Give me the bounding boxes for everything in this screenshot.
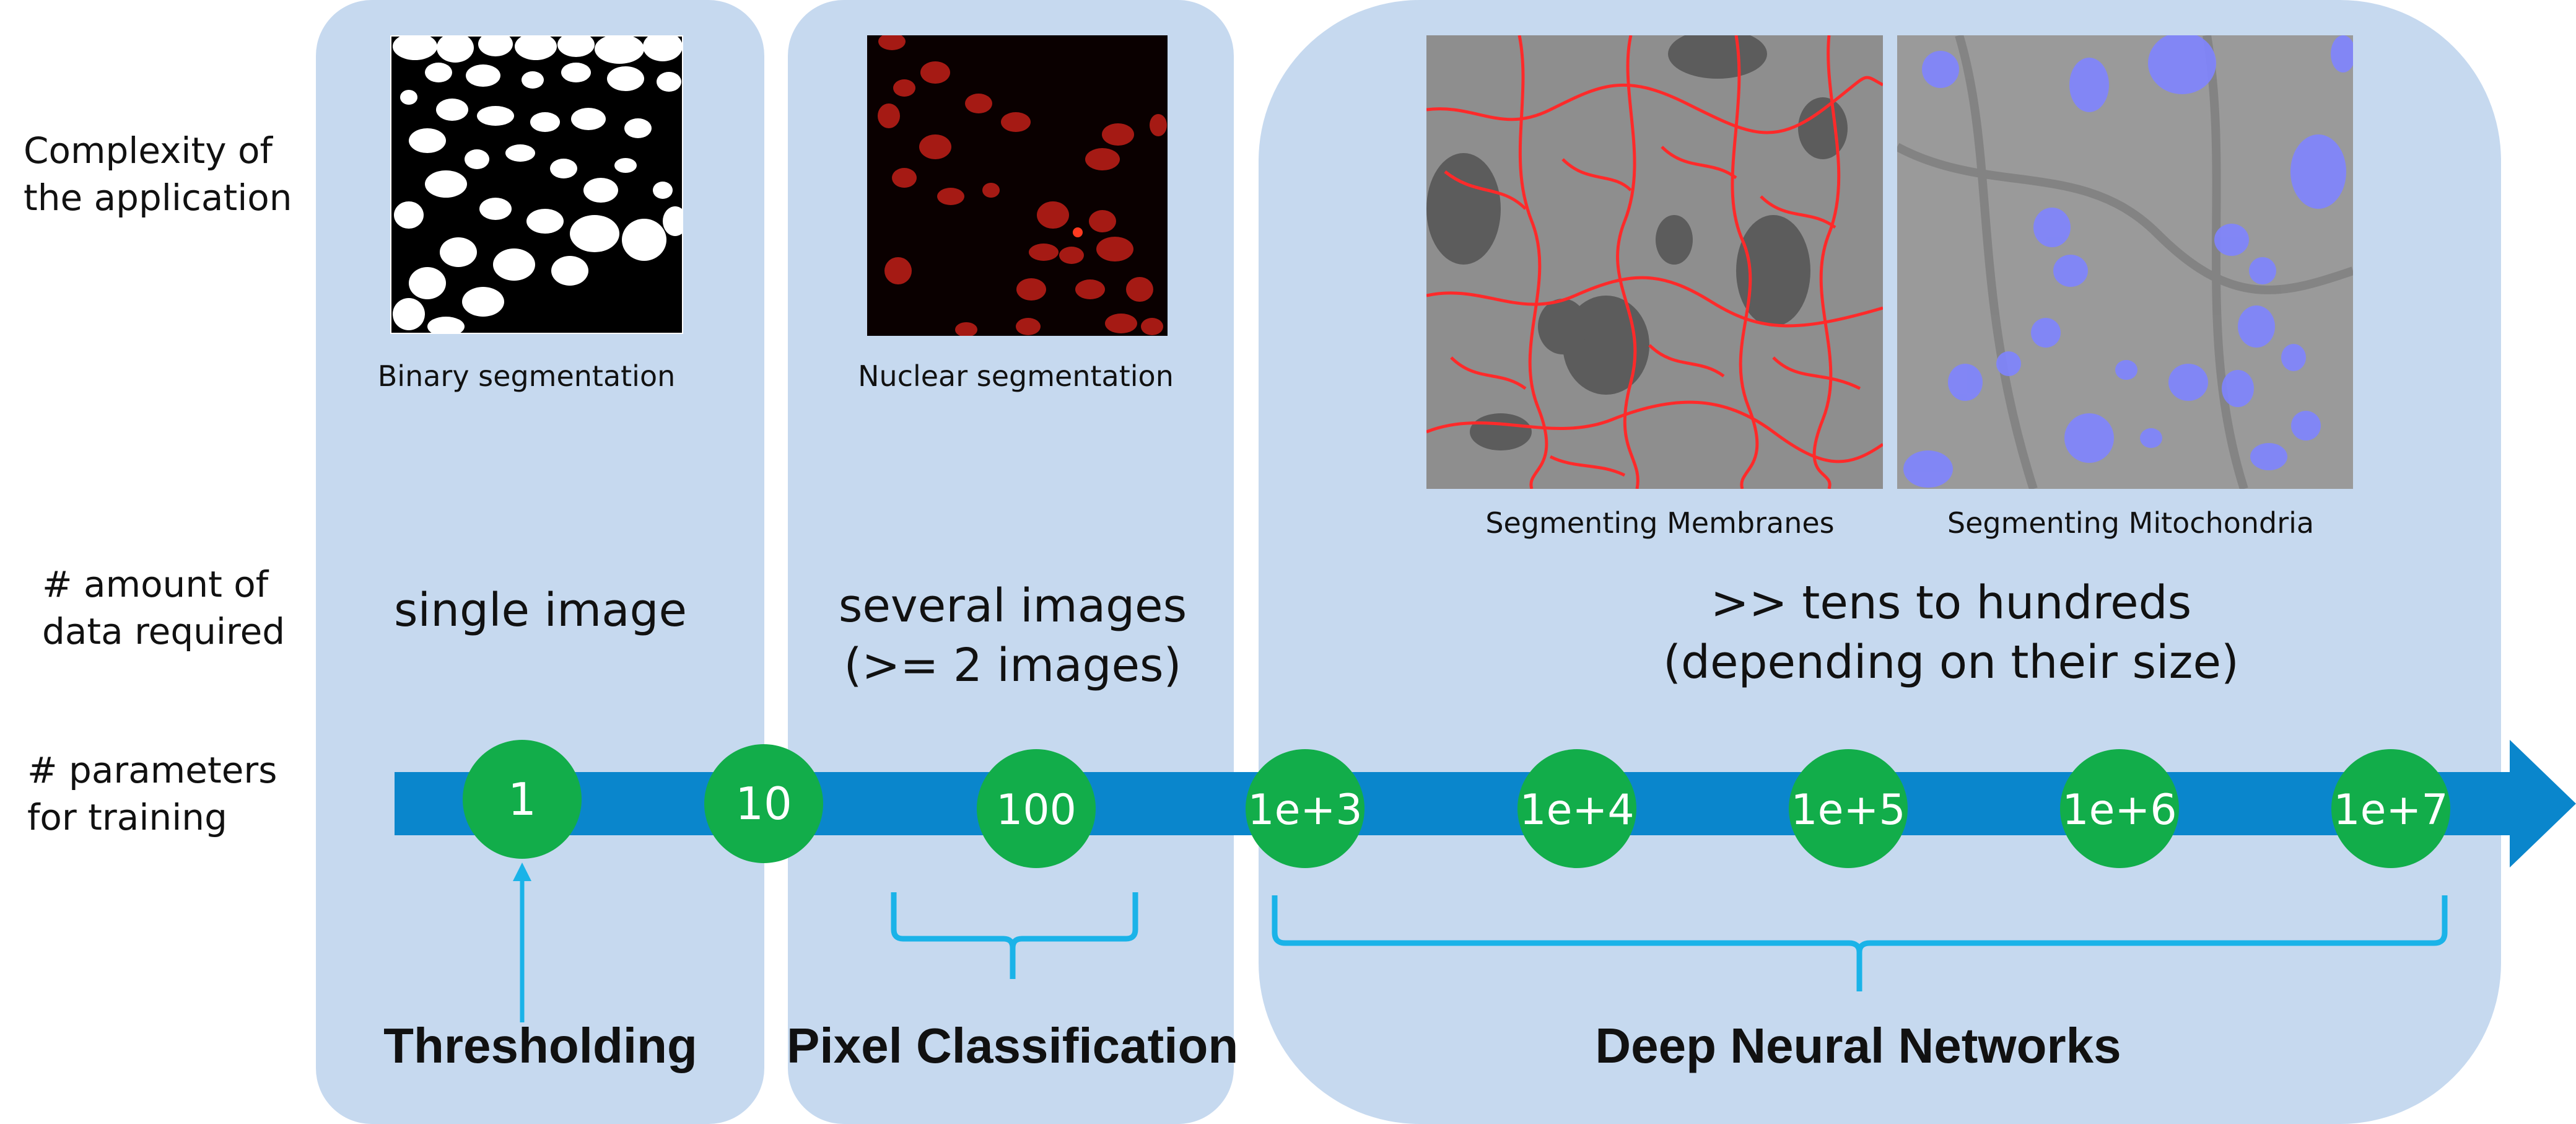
axis-value-label: 1e+6 — [2062, 786, 2177, 835]
binary-segmentation-image — [390, 35, 683, 334]
parameter-axis-arrowhead — [2510, 740, 2576, 867]
pixel-classification-method-label: Pixel Classification — [787, 1018, 1239, 1073]
data-required-thresholding: single image — [393, 584, 688, 637]
membrane-segmentation-caption: Segmenting Membranes — [1485, 506, 1835, 540]
data-required-pixel-classification: several images (>= 2 images) — [838, 579, 1187, 692]
axis-value-circle — [1517, 749, 1636, 868]
axis-value-circle — [2060, 749, 2179, 868]
membrane-segmentation-image — [1426, 35, 1883, 489]
pixel-classification-bracket — [891, 892, 1138, 979]
axis-value-label: 1 — [508, 773, 536, 825]
axis-value-label: 100 — [996, 786, 1076, 835]
axis-value-label: 1e+3 — [1247, 786, 1362, 835]
axis-value-label: 10 — [735, 778, 792, 830]
axis-value-circle — [704, 744, 823, 863]
nuclear-segmentation-image — [867, 35, 1168, 336]
thresholding-pointer-arrowhead — [513, 863, 531, 881]
axis-value-label: 1e+4 — [1519, 786, 1634, 835]
axis-value-label: 1e+5 — [1791, 786, 1905, 835]
nuclear-segmentation-caption: Nuclear segmentation — [858, 359, 1174, 393]
axis-value-circle — [1246, 749, 1364, 868]
mitochondria-segmentation-caption: Segmenting Mitochondria — [1947, 506, 2315, 540]
parameters-row-label: # parameters for training — [27, 749, 277, 838]
binary-segmentation-caption: Binary segmentation — [377, 359, 676, 393]
data-required-deep-networks: >> tens to hundreds (depending on their … — [1663, 576, 2239, 689]
mitochondria-segmentation-image — [1897, 35, 2353, 489]
axis-value-circle — [2331, 749, 2450, 868]
axis-value-circle — [463, 740, 582, 859]
axis-value-circle — [1789, 749, 1908, 868]
axis-value-label: 1e+7 — [2333, 786, 2448, 835]
deep-networks-bracket — [1272, 895, 2448, 991]
data-required-row-label: # amount of data required — [42, 563, 286, 652]
deep-networks-method-label: Deep Neural Networks — [1595, 1018, 2121, 1073]
axis-value-circle — [977, 749, 1096, 868]
complexity-row-label: Complexity of the application — [24, 130, 292, 219]
thresholding-method-label: Thresholding — [383, 1018, 697, 1073]
